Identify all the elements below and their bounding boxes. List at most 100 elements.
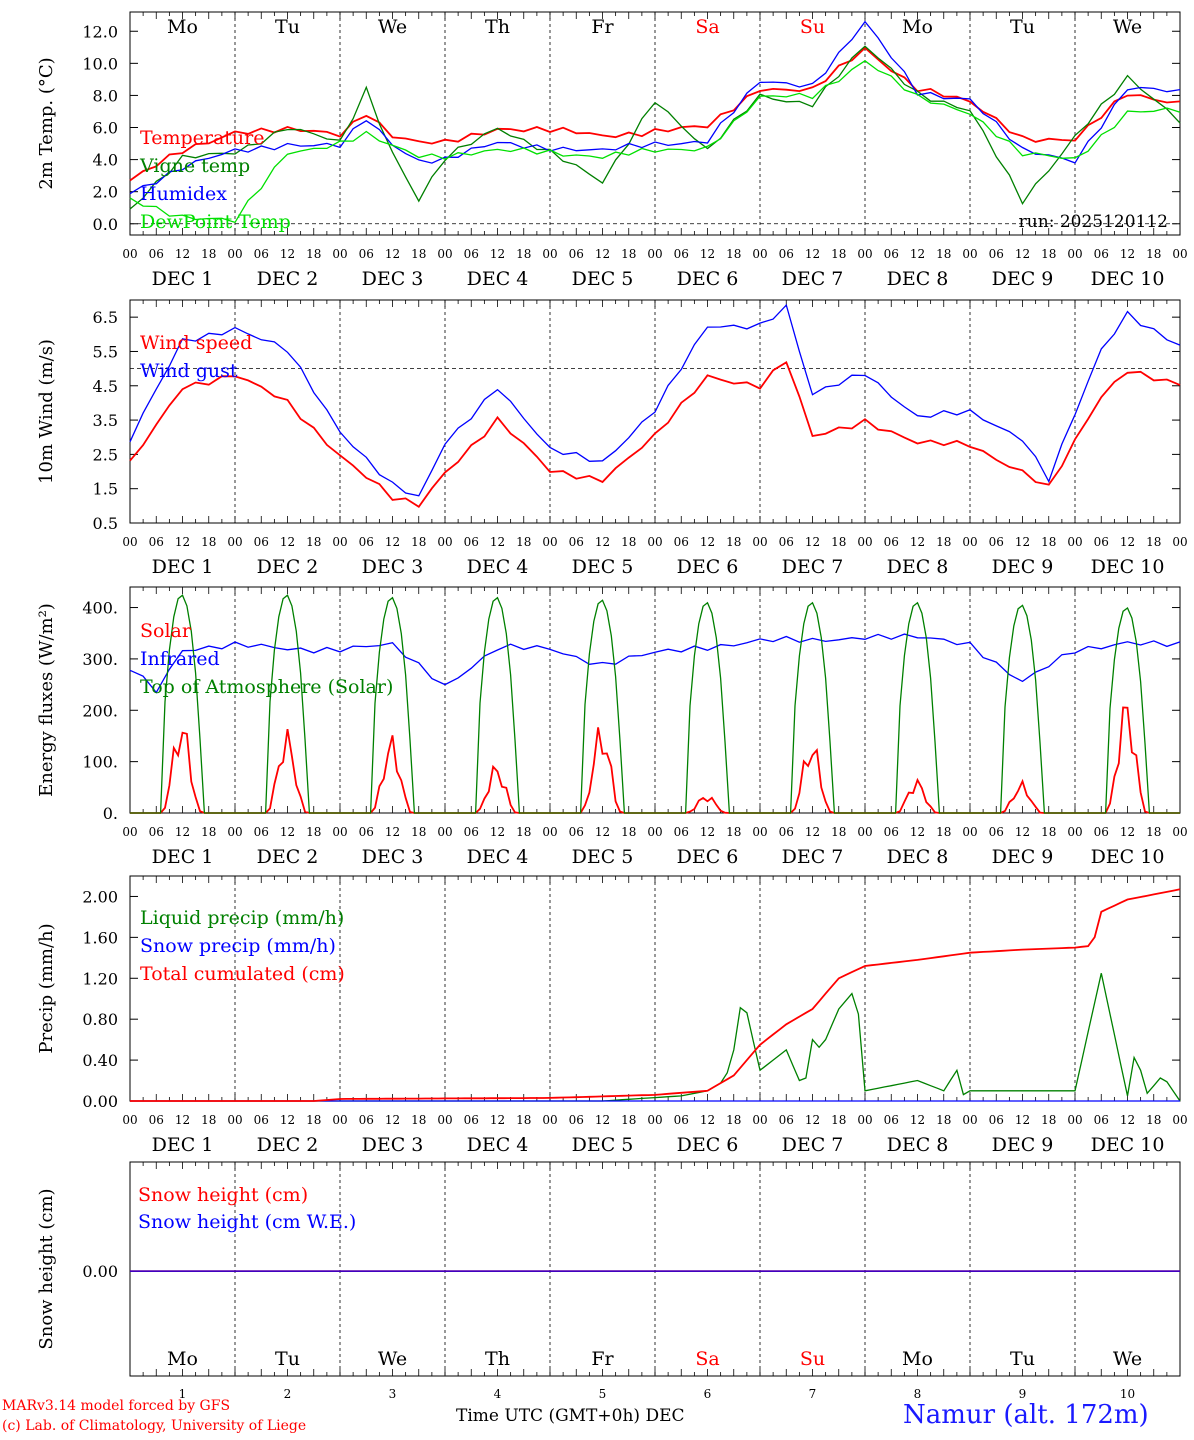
date-label: DEC 7	[782, 1134, 844, 1156]
hour-tick-label: 06	[779, 825, 794, 839]
y-axis-label: 10m Wind (m/s)	[36, 339, 57, 484]
y-tick-label: 200.	[82, 701, 118, 720]
hour-tick-label: 00	[1172, 535, 1187, 549]
hour-tick-label: 12	[385, 535, 400, 549]
hour-tick-label: 18	[621, 535, 636, 549]
hour-tick-label: 12	[490, 247, 505, 261]
hour-tick-label: 00	[227, 1113, 242, 1127]
series-line-top-of-atmosphere-solar-	[130, 594, 1180, 814]
station-name: Namur (alt. 172m)	[903, 1400, 1149, 1430]
weekday-label-bottom: We	[1113, 1348, 1142, 1370]
hour-tick-label: 00	[752, 247, 767, 261]
hour-tick-label: 06	[779, 247, 794, 261]
legend-entry: Snow precip (mm/h)	[140, 935, 336, 957]
y-axis-label: Snow height (cm)	[36, 1188, 57, 1349]
hour-tick-label: 00	[437, 1113, 452, 1127]
hour-tick-label: 12	[280, 535, 295, 549]
date-label: DEC 6	[677, 556, 739, 578]
y-tick-label: 12.0	[82, 22, 118, 41]
date-label: DEC 10	[1091, 556, 1165, 578]
hour-tick-label: 06	[674, 1113, 689, 1127]
date-label: DEC 7	[782, 846, 844, 868]
hour-tick-label: 00	[962, 1113, 977, 1127]
weekday-label-top: Mo	[167, 16, 198, 38]
hour-tick-label: 00	[332, 1113, 347, 1127]
legend-entry: Solar	[140, 620, 192, 642]
date-label: DEC 3	[362, 268, 424, 290]
hour-tick-label: 12	[490, 535, 505, 549]
hour-tick-label: 00	[1067, 825, 1082, 839]
hour-tick-label: 06	[464, 535, 479, 549]
date-label: DEC 4	[467, 268, 529, 290]
y-axis-label: Precip (mm/h)	[36, 923, 57, 1053]
hour-tick-label: 00	[962, 247, 977, 261]
date-label: DEC 6	[677, 268, 739, 290]
hour-tick-label: 06	[779, 535, 794, 549]
hour-tick-label: 18	[1041, 535, 1056, 549]
hour-tick-label: 18	[516, 825, 531, 839]
hour-tick-label: 06	[359, 247, 374, 261]
hour-tick-label: 06	[1094, 1113, 1109, 1127]
hour-tick-label: 18	[936, 825, 951, 839]
y-axis-label: 2m Temp. (°C)	[36, 57, 57, 189]
hour-tick-label: 18	[936, 247, 951, 261]
y-tick-label: 10.0	[82, 54, 118, 73]
weekday-label-bottom: Su	[800, 1348, 825, 1370]
weekday-label-top: Sa	[695, 16, 719, 38]
hour-tick-label: 06	[989, 825, 1004, 839]
hour-tick-label: 00	[122, 247, 137, 261]
hour-tick-label: 12	[595, 1113, 610, 1127]
hour-tick-label: 00	[332, 535, 347, 549]
hour-tick-label: 12	[595, 535, 610, 549]
hour-tick-label: 18	[1146, 247, 1161, 261]
date-label: DEC 8	[887, 556, 949, 578]
hour-tick-label: 06	[989, 247, 1004, 261]
hour-tick-label: 18	[936, 1113, 951, 1127]
hour-tick-label: 00	[1172, 1113, 1187, 1127]
hour-tick-label: 06	[254, 825, 269, 839]
hour-tick-label: 18	[1041, 1113, 1056, 1127]
hour-tick-label: 18	[411, 825, 426, 839]
weekday-label-top: Th	[485, 16, 510, 38]
hour-tick-label: 12	[1015, 1113, 1030, 1127]
y-tick-label: 1.5	[93, 480, 118, 499]
day-number-label: 5	[599, 1387, 607, 1401]
hour-tick-label: 06	[884, 247, 899, 261]
hour-tick-label: 06	[569, 825, 584, 839]
legend-entry: Vigne temp	[139, 155, 250, 177]
weekday-label-bottom: Sa	[695, 1348, 719, 1370]
date-label: DEC 2	[257, 268, 319, 290]
hour-tick-label: 06	[359, 535, 374, 549]
y-axis-label: Energy fluxes (W/m²)	[36, 603, 57, 797]
weekday-label-top: Tu	[1010, 16, 1035, 38]
hour-tick-label: 12	[1015, 535, 1030, 549]
panel-4: 0.00 0.40 0.80 1.20 1.60 2.00 Precip (mm/h) Liq…	[36, 875, 1188, 1156]
hour-tick-label: 18	[516, 247, 531, 261]
date-label: DEC 6	[677, 1134, 739, 1156]
weekday-label-bottom: Fr	[591, 1348, 614, 1370]
y-tick-label: 8.0	[93, 86, 118, 105]
date-label: DEC 6	[677, 846, 739, 868]
hour-tick-label: 18	[621, 1113, 636, 1127]
date-label: DEC 7	[782, 556, 844, 578]
hour-tick-label: 18	[726, 1113, 741, 1127]
date-label: DEC 8	[887, 268, 949, 290]
y-tick-label: 0.5	[93, 514, 118, 533]
date-label: DEC 2	[257, 556, 319, 578]
hour-tick-label: 18	[726, 825, 741, 839]
legend-entry: Liquid precip (mm/h)	[140, 907, 344, 929]
hour-tick-label: 06	[569, 1113, 584, 1127]
hour-tick-label: 00	[962, 825, 977, 839]
y-tick-label: 5.5	[93, 342, 118, 361]
series-line-dewpoint-temp	[129, 60, 1181, 224]
hour-tick-label: 12	[805, 825, 820, 839]
hour-tick-label: 06	[989, 535, 1004, 549]
date-label: DEC 4	[467, 846, 529, 868]
hour-tick-label: 00	[437, 535, 452, 549]
hour-tick-label: 06	[674, 535, 689, 549]
date-label: DEC 1	[152, 268, 214, 290]
legend-entry: Snow height (cm)	[138, 1184, 308, 1206]
hour-tick-label: 12	[175, 825, 190, 839]
y-tick-label: 0.80	[82, 1010, 118, 1029]
hour-tick-label: 12	[595, 247, 610, 261]
